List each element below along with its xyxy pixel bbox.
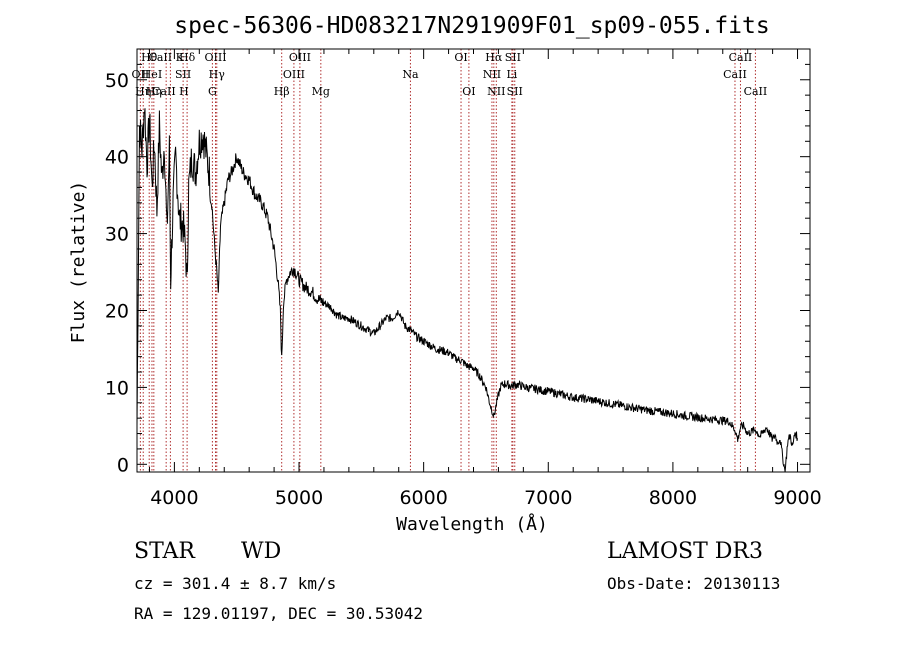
spectral-line-label: NII [483,68,501,81]
coordinates: RA = 129.01197, DEC = 30.53042 [134,604,423,623]
spectral-line-label: SII [505,51,521,64]
y-tick-label: 0 [117,454,129,476]
redshift-value: cz = 301.4 ± 8.7 km/s [134,574,337,593]
x-axis-label: Wavelength (Å) [396,513,548,535]
spectral-line-label: OIII [283,68,305,81]
spectral-line-label: NII [487,85,505,98]
spectral-line-label: OIII [204,51,226,64]
spectral-line-label: Hδ [179,51,196,64]
obs-date: Obs-Date: 20130113 [607,574,781,593]
x-tick-label: 9000 [773,487,821,509]
spectral-line-label: SII [507,85,523,98]
x-tick-label: 6000 [399,487,447,509]
object-subclass: WD [241,539,282,564]
y-tick-label: 20 [105,300,129,322]
x-tick-label: 7000 [524,487,572,509]
object-class: STAR [134,539,195,564]
spectral-line-label: CaII [723,68,747,81]
y-tick-label: 50 [105,70,129,92]
spectral-line-label: Hα [485,51,503,64]
spectral-line-label: CaII [744,85,768,98]
spectral-line-label: CaII [729,51,753,64]
spectral-line-label: Hγ [209,68,226,81]
spectral-line-label: OI [462,85,475,98]
spectral-line-label: OIII [289,51,311,64]
spectral-line-label: OI [454,51,467,64]
y-tick-label: 10 [105,377,129,399]
spectrum-line [136,108,798,473]
spectral-line-label: Hβ [274,85,290,98]
x-tick-label: 8000 [649,487,697,509]
spectral-line-label: OII [132,68,150,81]
spectral-line-label: Mg [312,85,330,98]
x-tick-label: 4000 [150,487,198,509]
spectral-line-label: Li [506,68,517,81]
spectral-line-label: G [208,85,217,98]
spectral-line-label: SII [175,68,191,81]
chart-title: spec-56306-HD083217N291909F01_sp09-055.f… [174,13,769,39]
spectral-line-label: Na [402,68,419,81]
spectral-line-label: Hη [146,85,162,98]
spectral-line-label: Hθ [141,51,158,64]
plot-frame [136,48,811,473]
x-tick-label: 5000 [275,487,323,509]
y-tick-label: 40 [105,147,129,169]
spectral-line-label: CaII K [148,51,184,64]
y-axis-label: Flux (relative) [68,181,89,344]
spectral-line-label: HeI [142,68,162,81]
y-tick-label: 30 [105,224,129,246]
survey-name: LAMOST DR3 [607,539,763,564]
spectral-line-label: CaII H [152,85,189,98]
